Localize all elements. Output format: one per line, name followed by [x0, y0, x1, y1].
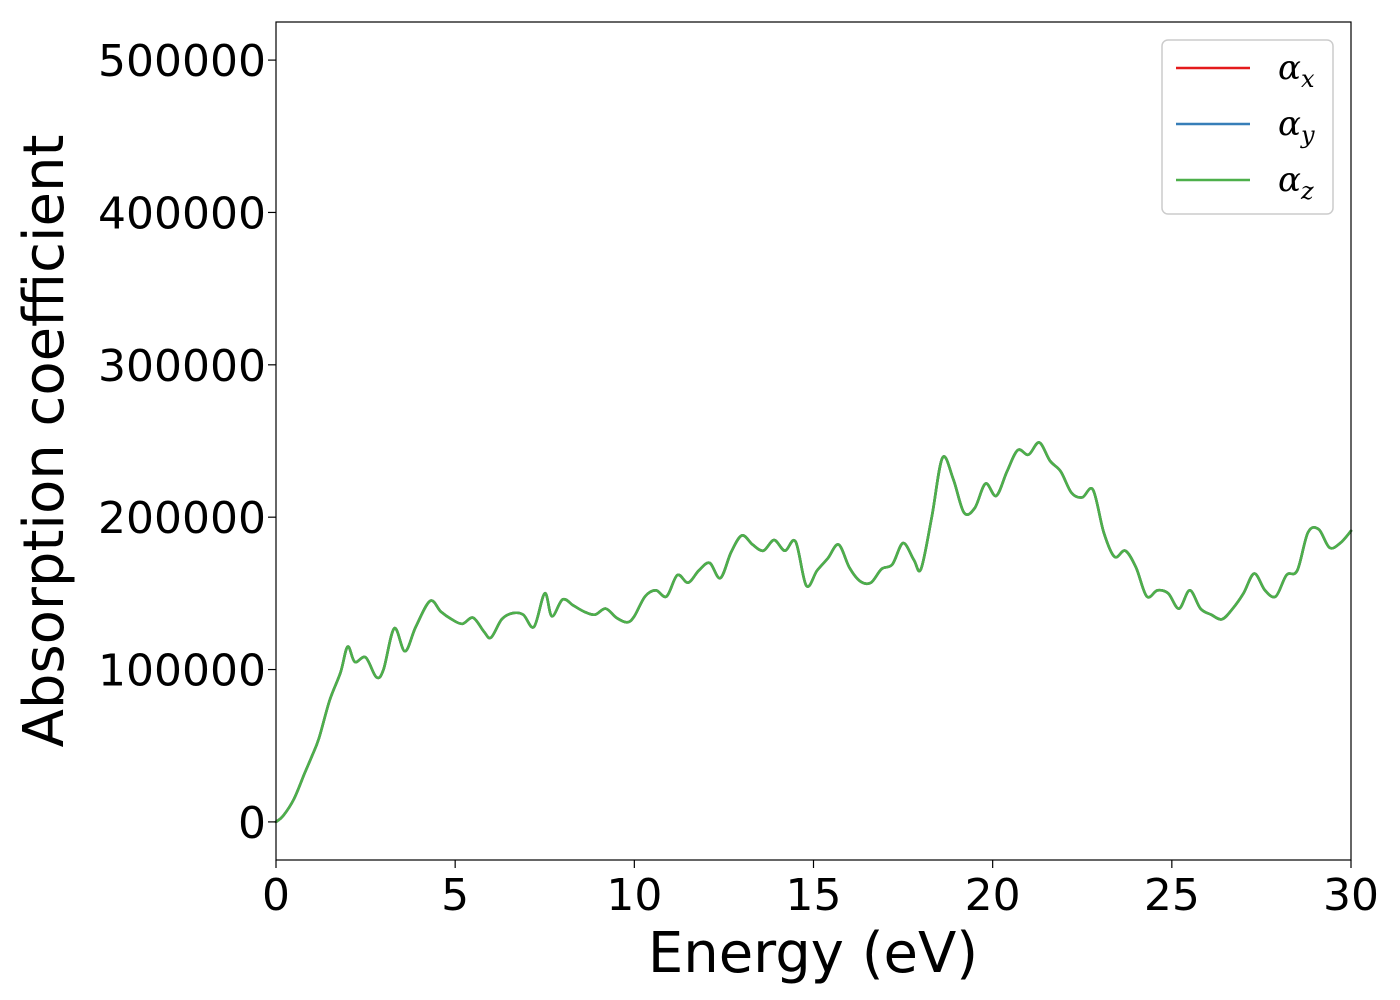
y-axis-label: Absorption coefficient: [12, 135, 77, 748]
legend-label-alpha-x: αx: [1278, 48, 1315, 93]
x-tick-label: 15: [786, 870, 842, 921]
x-tick-label: 5: [441, 870, 469, 921]
legend-label-alpha-z: αz: [1278, 160, 1314, 205]
legend: αx αy αz: [1161, 39, 1334, 215]
y-axis-ticks: 0 100000 200000 300000 400000 500000: [98, 36, 276, 849]
x-tick-label: 10: [606, 870, 662, 921]
y-tick-label: 0: [238, 798, 266, 849]
y-tick-label: 400000: [98, 188, 266, 239]
legend-frame: [1161, 39, 1334, 215]
y-tick-label: 100000: [98, 646, 266, 697]
y-tick-label: 300000: [98, 341, 266, 392]
y-tick-label: 500000: [98, 36, 266, 87]
x-axis-label: Energy (eV): [648, 921, 978, 986]
legend-label-alpha-y: αy: [1278, 104, 1315, 149]
x-tick-label: 30: [1323, 870, 1379, 921]
series-line-alpha-z: [274, 441, 1353, 824]
x-tick-label: 20: [965, 870, 1021, 921]
x-axis-ticks: 0 5 10 15 20 25 30: [262, 860, 1379, 921]
y-tick-label: 200000: [98, 493, 266, 544]
x-tick-label: 0: [262, 870, 290, 921]
x-tick-label: 25: [1144, 870, 1200, 921]
series-layer: [274, 441, 1353, 824]
